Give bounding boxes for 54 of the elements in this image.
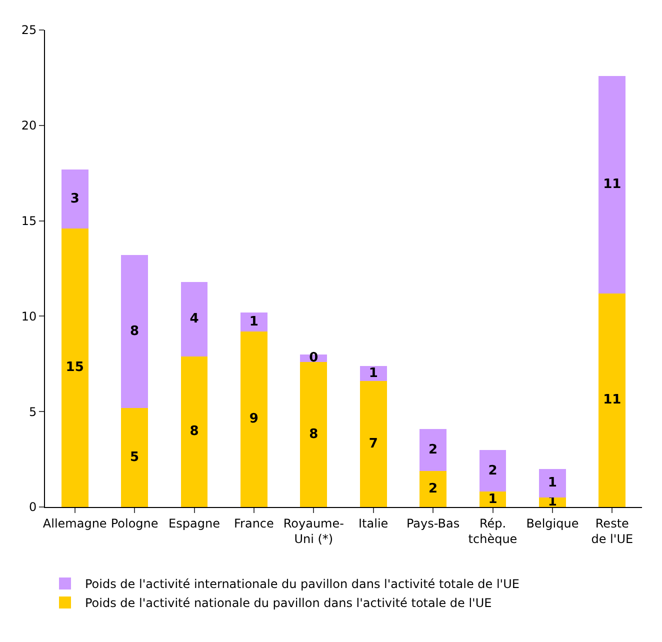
x-tick-label: Rép. tchèque xyxy=(468,516,518,546)
y-tick-label: 20 xyxy=(21,118,37,133)
bar xyxy=(479,450,506,492)
y-tick-label: 15 xyxy=(21,214,37,228)
x-tick-label: Royaume- Uni (*) xyxy=(283,516,344,546)
bar xyxy=(539,468,566,498)
bar xyxy=(121,255,148,408)
data-label: 15 xyxy=(66,360,84,376)
data-label: 8 xyxy=(130,324,140,339)
data-label: 2 xyxy=(428,481,438,496)
bar xyxy=(360,381,387,507)
x-tick-label: Pays-Bas xyxy=(406,516,460,530)
y-tick-label: 5 xyxy=(28,404,37,419)
legend-label: Poids de l'activité internationale du pavillon dans l'activité totale de l'UE xyxy=(85,577,520,592)
data-label: 1 xyxy=(488,492,498,507)
data-label: 11 xyxy=(603,392,622,408)
bar xyxy=(61,169,88,228)
data-label: 3 xyxy=(70,191,80,206)
bar xyxy=(180,356,208,507)
data-label: 8 xyxy=(309,426,318,442)
x-tick-label: Pologne xyxy=(110,516,158,530)
data-label: 1 xyxy=(548,476,557,491)
y-tick-label: 25 xyxy=(21,23,37,38)
bar xyxy=(420,428,446,471)
bar xyxy=(61,228,88,507)
bar xyxy=(180,282,208,356)
bar xyxy=(240,331,268,507)
data-label: 2 xyxy=(488,463,498,478)
data-label: 4 xyxy=(190,312,199,327)
data-label: 5 xyxy=(130,450,140,465)
data-label: 2 xyxy=(428,442,438,458)
x-tick-label: France xyxy=(234,516,274,530)
bar xyxy=(240,312,268,332)
data-label: 7 xyxy=(368,436,378,452)
x-tick-label: Italie xyxy=(358,516,388,530)
data-label: 0 xyxy=(309,350,318,366)
y-tick-label: 0 xyxy=(28,500,37,514)
bar xyxy=(598,293,626,507)
bar xyxy=(420,470,446,507)
bar xyxy=(598,76,626,294)
data-label: 1 xyxy=(368,366,378,381)
data-label: 1 xyxy=(249,314,258,330)
legend-label: Poids de l'activité nationale du pavillon dans l'activité totale de l'UE xyxy=(85,596,492,610)
y-tick-label: 10 xyxy=(21,309,37,324)
x-tick-label: Reste de l'UE xyxy=(591,516,634,546)
bar xyxy=(479,492,506,507)
x-tick-label: Espagne xyxy=(168,516,220,530)
x-tick-label: Belgique xyxy=(526,516,579,530)
data-label: 9 xyxy=(249,412,258,427)
data-label: 11 xyxy=(603,177,622,192)
bar xyxy=(300,362,328,507)
bar xyxy=(121,408,148,507)
data-label: 8 xyxy=(190,424,199,440)
x-tick-label: Allemagne xyxy=(42,516,107,530)
